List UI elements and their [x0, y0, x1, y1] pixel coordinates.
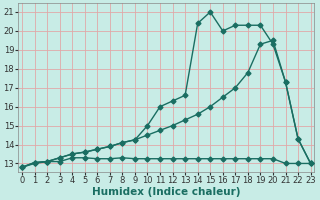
X-axis label: Humidex (Indice chaleur): Humidex (Indice chaleur): [92, 187, 241, 197]
